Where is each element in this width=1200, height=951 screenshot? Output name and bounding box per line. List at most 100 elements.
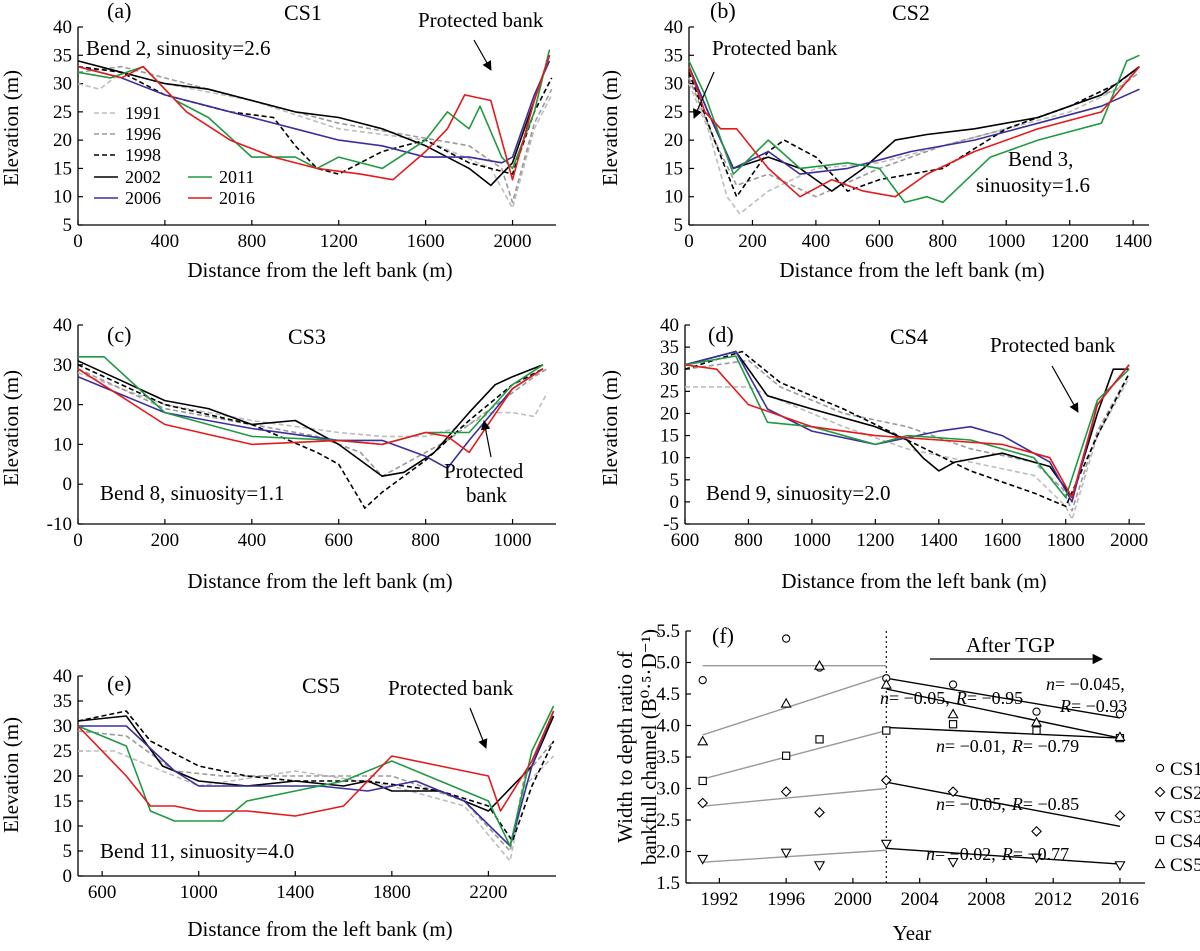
panel-a-ytick-label: 30 [53, 74, 72, 95]
panel-d-protected-arrow [1051, 365, 1079, 413]
legend-cs3-label: CS3 [1170, 807, 1200, 828]
panel-e-ytick-label: 15 [53, 791, 72, 812]
panel-f-ytick-label: 1.5 [656, 873, 680, 894]
panel-a-ytick-label: 20 [53, 130, 72, 151]
panel-a-legend: 1991 1996 1998 2002 2006 2011 2016 [94, 103, 255, 208]
panel-b-xtick-label: 400 [802, 231, 831, 252]
panel-f: 1992 1996 2000 2004 2008 2012 2016 1.5 2.0 2.5 3.0… [613, 621, 1200, 945]
panel-f-xtick-label: 1996 [767, 889, 805, 910]
panel-f-fit-after [886, 726, 1120, 739]
panel-f-xtick-label: 2016 [1101, 889, 1139, 910]
panel-a-protected-annotation: Protected bank [418, 8, 544, 32]
panel-b-xtick-label: 0 [684, 231, 694, 252]
panel-f-point-cs5 [813, 659, 826, 670]
panel-e-xtick-label: 1400 [276, 882, 314, 903]
panel-a-title: CS1 [284, 0, 322, 25]
fit-label-cs1-n: n [1046, 674, 1055, 694]
panel-a-ytick-label: 15 [53, 158, 72, 179]
panel-f-fit-labels: n= −0.045, R= −0.93 n= −0.05, R= −0.95 n=… [880, 674, 1127, 864]
panel-f-fit-before [702, 674, 887, 736]
panel-b-ytick-label: 15 [664, 158, 683, 179]
fit-label-cs5-n-value: = −0.05, [889, 688, 950, 708]
panel-d-ytick-label: 5 [670, 470, 680, 491]
panel-c-series-2006 [77, 368, 544, 470]
panel-a-letter: (a) [107, 0, 131, 23]
panel-d-xlabel: Distance from the left bank (m) [781, 569, 1046, 593]
panel-e-series-1991 [78, 750, 555, 862]
legend-1996-label: 1996 [125, 124, 161, 144]
panel-e-protected-arrow [469, 707, 488, 749]
panel-f-ytick-label: 3.5 [656, 747, 680, 768]
panel-f-point-cs2 [947, 786, 959, 798]
panel-f-plot: 1992 1996 2000 2004 2008 2012 2016 1.5 2.0 2.5 3.0… [656, 621, 1145, 910]
panel-f-ylabel-line1: Width to depth ratio of [613, 651, 637, 843]
fit-label-cs4-r-sym: R [1011, 736, 1023, 756]
panel-d-protected-annotation: Protected bank [990, 333, 1116, 357]
panel-c-protected-arrow [480, 420, 492, 458]
panel-f-ylabel-line2: bankfull channel (B⁰·⁵·D⁻¹) [637, 629, 661, 865]
panel-f-fit-after [886, 677, 1121, 719]
panel-f-letter: (f) [712, 623, 734, 648]
panel-a: 0 400 800 1200 1600 2000 5 10 15 20 25 30 35 40 (a) C… [0, 0, 556, 282]
panel-f-point-cs3 [1114, 861, 1126, 872]
panel-f-point-cs3 [947, 858, 959, 868]
panel-d-xtick-label: 1400 [920, 530, 958, 551]
panel-e-series-2002 [77, 715, 555, 812]
panel-f-ytick-label: 2.5 [656, 810, 680, 831]
panel-f-point-cs2 [780, 786, 792, 798]
panel-d-series-1996 [684, 359, 1130, 512]
panel-b-xtick-label: 200 [738, 231, 767, 252]
panel-a-series-1991 [77, 71, 553, 209]
panel-f-point-cs1 [1032, 707, 1041, 716]
fit-label-cs3-r-value: = −0.77 [1013, 844, 1069, 864]
panel-c-xlabel: Distance from the left bank (m) [187, 569, 452, 593]
panel-c-ytick-label: 0 [63, 474, 73, 495]
panel-f-point-cs1 [781, 634, 791, 643]
fit-label-cs4: n= −0.01, R= −0.79 [936, 736, 1079, 756]
panel-f-point-cs3 [780, 848, 792, 859]
panel-e-xtick-label: 1800 [373, 882, 411, 903]
fit-label-cs1-r-value: = −0.93 [1071, 696, 1127, 716]
panel-d-ytick-label: 15 [660, 426, 679, 447]
legend-2002-label: 2002 [125, 167, 161, 187]
panel-b-xtick-label: 600 [865, 231, 894, 252]
panel-d-bend-annotation: Bend 9, sinuosity=2.0 [706, 481, 891, 505]
panel-d-ylabel: Elevation (m) [598, 370, 622, 486]
panel-e-xlabel: Distance from the left bank (m) [187, 917, 452, 941]
panel-b: 0 200 400 600 800 1000 1200 1400 5 10 15 20 25 30 35 40… [598, 0, 1152, 282]
panel-a-xtick-label: 1600 [407, 231, 445, 252]
panel-e-protected-annotation: Protected bank [388, 676, 514, 700]
panel-c-ytick-label: 40 [53, 315, 72, 336]
panel-e-bend-annotation: Bend 11, sinuosity=4.0 [100, 839, 294, 863]
panel-f-xtick-label: 2012 [1034, 889, 1072, 910]
panel-f-point-cs4 [781, 751, 791, 760]
fit-label-cs2-r-value: = −0.85 [1023, 794, 1079, 814]
panel-b-ytick-label: 35 [664, 45, 683, 66]
panel-f-point-cs2 [814, 807, 825, 818]
panel-a-bend-annotation: Bend 2, sinuosity=2.6 [86, 36, 271, 60]
panel-e-series-1998 [77, 710, 555, 842]
panel-b-xtick-label: 1400 [1114, 231, 1152, 252]
panel-c-xtick-label: 0 [73, 530, 83, 551]
panel-e-ytick-label: 10 [53, 816, 72, 837]
panel-c-title: CS3 [288, 324, 326, 349]
panel-c-ytick-label: 10 [53, 434, 72, 455]
panel-a-xlabel: Distance from the left bank (m) [187, 258, 452, 282]
panel-b-series-2016 [688, 66, 1141, 198]
panel-f-point-cs3 [697, 854, 709, 865]
panel-f-after-tgp-label: After TGP [966, 633, 1055, 657]
panel-f-point-cs4 [698, 776, 707, 786]
panel-e-ytick-label: 35 [53, 691, 72, 712]
fit-label-cs2-n-value: = −0.05, [945, 794, 1006, 814]
panel-f-fit-after [886, 688, 1121, 739]
panel-f-point-cs5 [947, 708, 959, 719]
panel-b-ylabel: Elevation (m) [598, 70, 622, 186]
panel-e-series-2011 [77, 705, 555, 847]
panel-f-point-cs5 [1030, 716, 1043, 727]
panel-d-xtick-label: 1000 [793, 530, 831, 551]
panel-a-ylabel: Elevation (m) [0, 70, 23, 186]
panel-d-xtick-label: 1200 [856, 530, 894, 551]
